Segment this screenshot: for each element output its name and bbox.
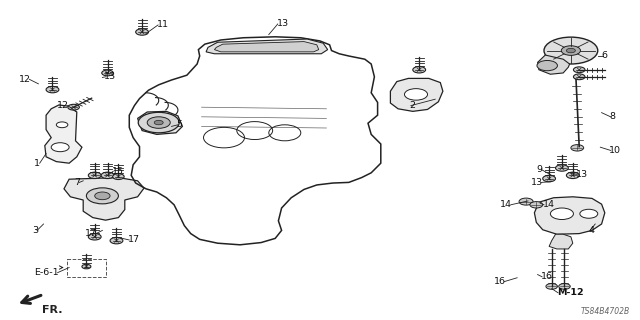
Circle shape <box>559 284 570 289</box>
Text: 8: 8 <box>609 112 615 121</box>
Circle shape <box>413 67 426 73</box>
Polygon shape <box>206 39 328 54</box>
Text: 10: 10 <box>609 146 621 155</box>
Circle shape <box>566 172 579 179</box>
Text: 14: 14 <box>500 200 512 209</box>
Text: 1: 1 <box>34 159 40 168</box>
Circle shape <box>566 48 575 53</box>
Circle shape <box>519 198 533 205</box>
Text: TS84B4702B: TS84B4702B <box>581 307 630 316</box>
Text: 3: 3 <box>32 226 38 235</box>
Polygon shape <box>538 55 570 74</box>
Polygon shape <box>534 197 605 234</box>
Circle shape <box>88 172 101 179</box>
Text: 6: 6 <box>602 52 607 60</box>
Text: E-6-1: E-6-1 <box>35 268 59 277</box>
Text: 13: 13 <box>104 72 116 81</box>
Text: 9: 9 <box>537 165 543 174</box>
Circle shape <box>544 37 598 64</box>
Text: FR.: FR. <box>42 305 62 315</box>
Circle shape <box>56 122 68 128</box>
Polygon shape <box>214 42 319 52</box>
Circle shape <box>573 67 585 73</box>
Text: 7: 7 <box>75 178 81 187</box>
Text: 16: 16 <box>541 272 553 281</box>
Text: 11: 11 <box>157 20 169 29</box>
Text: 13: 13 <box>276 20 289 28</box>
Circle shape <box>110 237 123 244</box>
Text: 5: 5 <box>177 120 182 129</box>
Circle shape <box>51 143 69 152</box>
Text: 12: 12 <box>19 75 31 84</box>
Polygon shape <box>45 105 82 163</box>
Bar <box>67 259 106 277</box>
Circle shape <box>136 29 148 35</box>
Text: 17: 17 <box>85 229 97 238</box>
Text: 4: 4 <box>589 226 595 235</box>
Circle shape <box>550 208 573 220</box>
Text: 15: 15 <box>112 167 124 176</box>
Polygon shape <box>549 234 573 249</box>
Circle shape <box>138 112 179 133</box>
Circle shape <box>561 46 580 55</box>
Circle shape <box>46 86 59 93</box>
Circle shape <box>537 60 557 71</box>
Text: 13: 13 <box>576 170 588 179</box>
Circle shape <box>147 117 170 128</box>
Text: M-12: M-12 <box>557 288 584 297</box>
Circle shape <box>543 175 556 182</box>
Circle shape <box>102 70 113 76</box>
Circle shape <box>571 145 584 151</box>
Circle shape <box>154 120 163 125</box>
Circle shape <box>404 89 428 100</box>
Text: 17: 17 <box>128 236 140 244</box>
Circle shape <box>95 192 110 200</box>
Circle shape <box>88 234 101 240</box>
Circle shape <box>113 174 124 180</box>
Text: 13: 13 <box>531 178 543 187</box>
Text: 16: 16 <box>493 277 506 286</box>
Text: 2: 2 <box>410 101 415 110</box>
Polygon shape <box>64 178 144 220</box>
Circle shape <box>82 264 91 269</box>
Circle shape <box>556 165 568 171</box>
Polygon shape <box>390 78 443 111</box>
Circle shape <box>530 202 543 208</box>
Circle shape <box>68 104 79 110</box>
Circle shape <box>101 172 114 179</box>
Circle shape <box>546 284 557 289</box>
Circle shape <box>86 188 118 204</box>
Text: 14: 14 <box>543 200 555 209</box>
Text: 12: 12 <box>57 101 69 110</box>
Circle shape <box>573 74 585 80</box>
Circle shape <box>580 209 598 218</box>
Polygon shape <box>138 111 182 134</box>
